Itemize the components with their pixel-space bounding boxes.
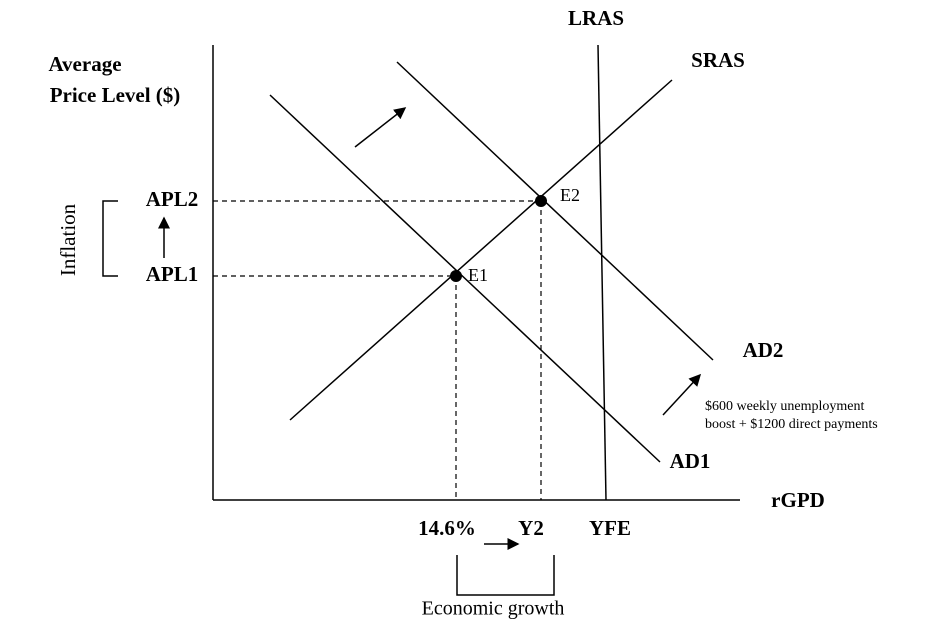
bracket [102, 200, 118, 277]
bracket-label: Inflation [56, 203, 80, 276]
equilibrium-point [450, 270, 462, 282]
axis-label: Price Level ($) [50, 83, 181, 107]
level-label: YFE [589, 516, 631, 540]
curve-label: SRAS [691, 48, 745, 72]
shift-arrow [354, 107, 407, 148]
level-label: APL1 [146, 262, 199, 286]
bracket [456, 555, 555, 596]
annotation: $600 weekly unemployment [705, 399, 865, 414]
point-label: E1 [468, 265, 488, 285]
axis-label: rGPD [771, 488, 825, 512]
curve-label: AD2 [743, 338, 784, 362]
bracket-label: Economic growth [422, 598, 565, 620]
level-label: APL2 [146, 187, 199, 211]
equilibrium-point [535, 195, 547, 207]
lras-curve [597, 44, 607, 501]
curve-label: AD1 [670, 449, 711, 473]
shift-arrow [662, 373, 702, 416]
ad2-curve [396, 61, 714, 361]
axis-label: Average [48, 52, 121, 76]
curve-label: LRAS [568, 6, 624, 30]
level-label: 14.6% [418, 516, 476, 540]
point-label: E2 [560, 185, 580, 205]
annotation: boost + $1200 direct payments [705, 417, 878, 432]
sras-curve [289, 79, 673, 421]
level-label: Y2 [518, 516, 544, 540]
ad1-curve [269, 94, 661, 463]
